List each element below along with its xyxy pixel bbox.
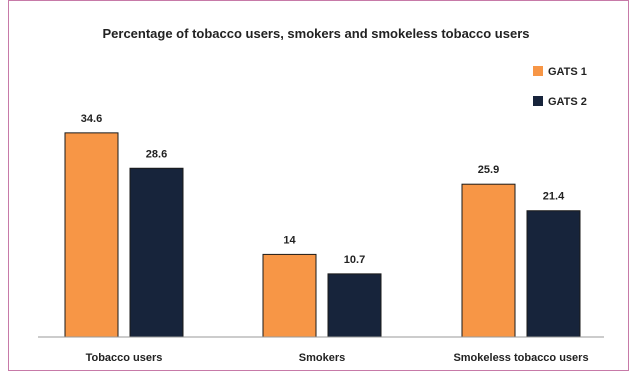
data-label-gats-2-tobacco-users: 28.6 (146, 148, 167, 160)
data-label-gats-2-smokeless-tobacco-users: 21.4 (543, 191, 565, 203)
data-label-gats-1-smokeless-tobacco-users: 25.9 (478, 164, 499, 176)
legend: GATS 1 GATS 2 (533, 66, 587, 108)
bar-gats-2-smokeless-tobacco-users (526, 210, 581, 338)
bar-gats-2-smokers (327, 273, 382, 338)
category-labels-group: Tobacco users Smokers Smokeless tobacco us… (86, 352, 589, 364)
data-labels-group: 34.6 28.6 14 10.7 25.9 21.4 (81, 113, 565, 266)
data-label-gats-1-tobacco-users: 34.6 (81, 113, 102, 125)
category-label-smokeless-tobacco-users: Smokeless tobacco users (453, 352, 588, 364)
bar-gats-1-smokeless-tobacco-users (461, 183, 516, 338)
category-label-tobacco-users: Tobacco users (86, 352, 163, 364)
category-label-smokers: Smokers (299, 352, 345, 364)
legend-label-gats-1: GATS 1 (548, 66, 587, 78)
bar-gats-1-smokers (262, 253, 317, 338)
bar-gats-2-tobacco-users (129, 167, 184, 338)
bar-gats-1-tobacco-users (64, 132, 119, 338)
data-label-gats-1-smokers: 14 (283, 234, 296, 246)
legend-label-gats-2: GATS 2 (548, 96, 587, 108)
data-label-gats-2-smokers: 10.7 (344, 254, 365, 266)
chart-title: Percentage of tobacco users, smokers and… (102, 26, 529, 41)
legend-swatch-gats-2 (533, 96, 543, 106)
bars-group (64, 132, 581, 338)
legend-swatch-gats-1 (533, 66, 543, 76)
